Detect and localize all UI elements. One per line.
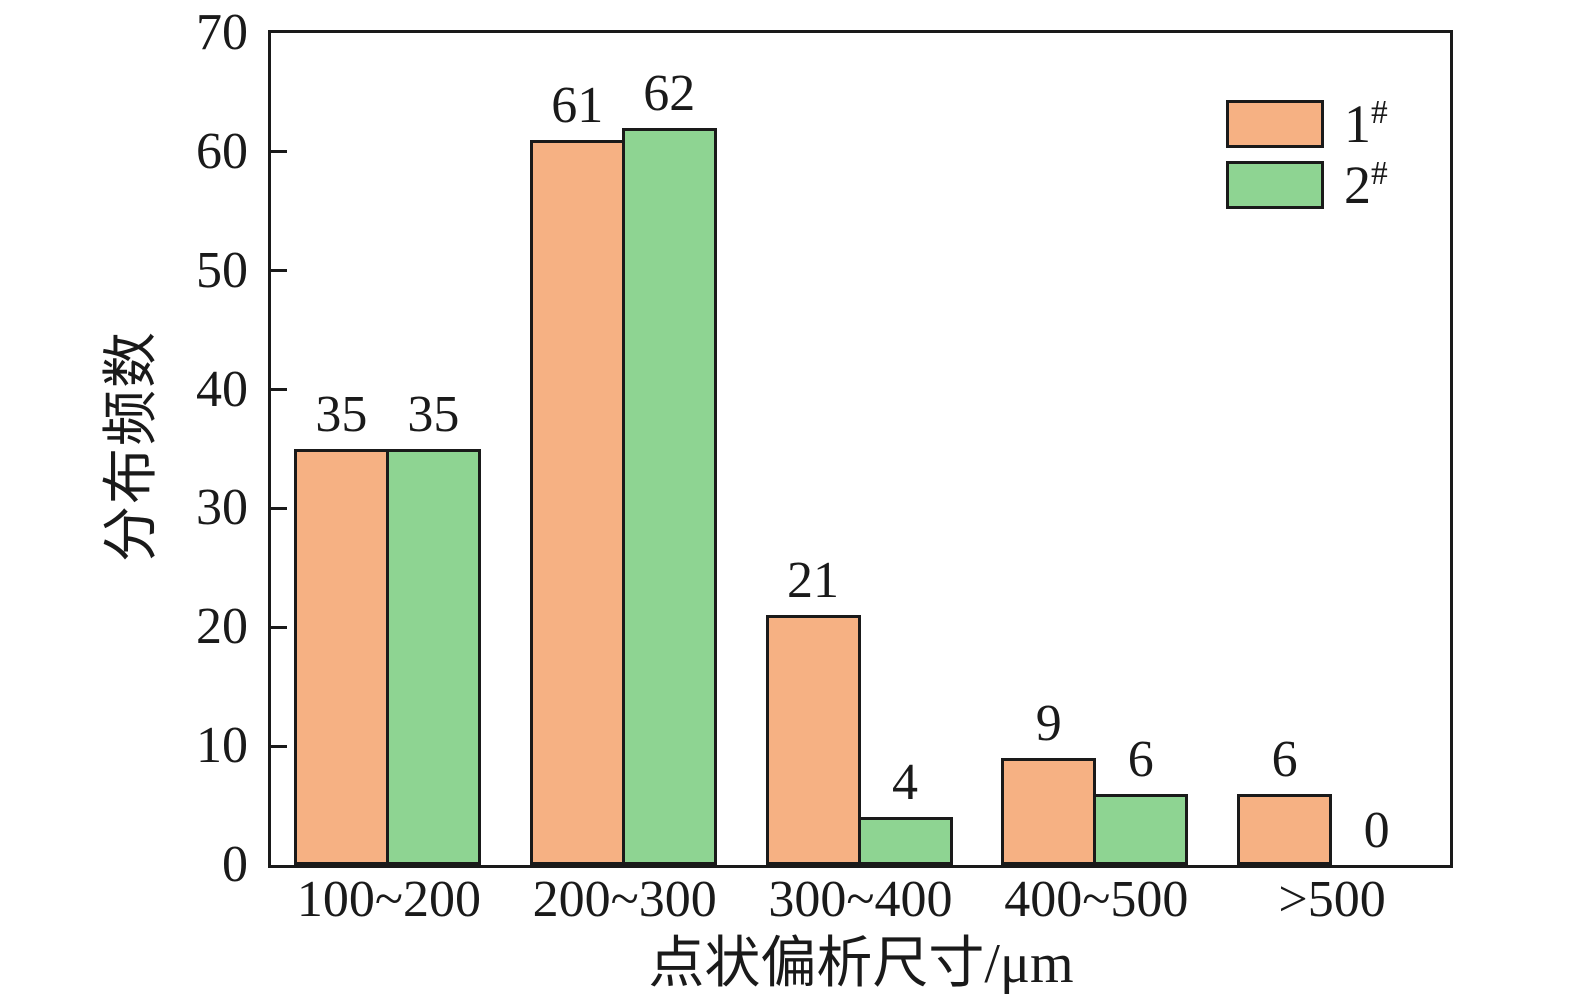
x-tick-label-cat1: 100~200 (296, 871, 481, 928)
bar-series2-cat3 (857, 817, 953, 865)
legend-item-series2: 2# (1226, 155, 1388, 215)
legend-swatch-series2 (1226, 161, 1324, 209)
y-tick-label-10: 10 (196, 717, 248, 775)
y-tick-50 (271, 269, 287, 273)
y-tick-label-50: 50 (196, 241, 248, 299)
x-tick-label-cat4: 400~500 (1004, 871, 1189, 928)
y-tick-label-20: 20 (196, 598, 248, 656)
bar-value-label-series1-cat2: 61 (551, 76, 604, 134)
bar-value-label-series1-cat4: 9 (1035, 695, 1062, 753)
bar-series1-cat1 (293, 449, 389, 865)
bar-series1-cat5 (1237, 793, 1333, 865)
y-tick-label-40: 40 (196, 360, 248, 418)
legend-item-series1: 1# (1226, 94, 1388, 154)
bar-value-label-series1-cat1: 35 (315, 386, 368, 443)
bar-series1-cat2 (529, 139, 625, 865)
legend: 1# 2# (1226, 94, 1388, 215)
x-tick-label-cat5: >500 (1278, 871, 1386, 928)
x-tick-label-cat3: 300~400 (768, 871, 953, 928)
legend-label-superscript: # (1371, 155, 1388, 192)
bar-value-label-series2-cat5: 0 (1363, 802, 1390, 859)
y-tick-label-60: 60 (196, 122, 248, 180)
y-tick-30 (271, 506, 287, 510)
bar-value-label-series2-cat3: 4 (892, 754, 918, 812)
y-tick-40 (271, 388, 287, 392)
x-axis-title: 点状偏析尺寸/μm (648, 933, 1074, 995)
x-tick-label-cat2: 200~300 (532, 871, 717, 928)
bar-series2-cat4 (1093, 793, 1189, 865)
bar-value-label-series2-cat4: 6 (1127, 730, 1154, 788)
y-tick-10 (271, 744, 287, 748)
legend-swatch-series1 (1226, 100, 1324, 148)
y-tick-label-70: 70 (196, 4, 248, 61)
y-tick-60 (271, 150, 287, 154)
legend-label-series1: 1# (1344, 94, 1388, 154)
bar-series1-cat3 (765, 615, 861, 865)
y-tick-label-0: 0 (222, 836, 248, 893)
bar-value-label-series2-cat2: 62 (643, 65, 696, 123)
bar-value-label-series1-cat3: 21 (787, 552, 839, 610)
y-tick-20 (271, 625, 287, 629)
bar-series1-cat4 (1001, 758, 1097, 865)
bar-value-label-series1-cat5: 6 (1271, 730, 1298, 788)
bar-series2-cat2 (621, 128, 717, 865)
bar-series2-cat1 (385, 449, 481, 865)
legend-label-superscript: # (1371, 94, 1388, 131)
legend-label-series2: 2# (1344, 155, 1388, 215)
y-tick-label-30: 30 (196, 479, 248, 537)
plot-area: 35 35 61 62 21 4 9 6 6 0 1# 2# (268, 30, 1453, 868)
bar-value-label-series2-cat1: 35 (407, 386, 460, 443)
